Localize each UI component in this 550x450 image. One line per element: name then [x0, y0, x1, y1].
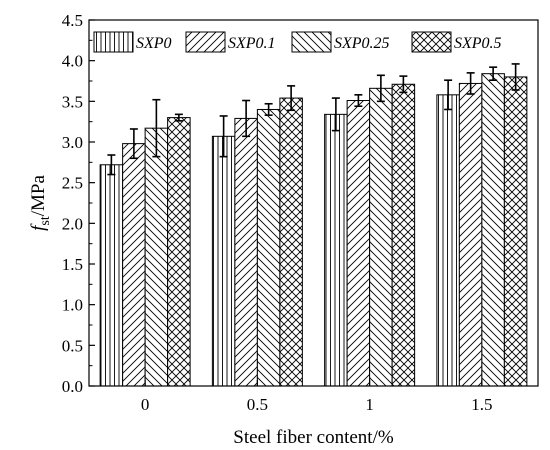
error-bar-SXP0-0.5	[219, 115, 228, 158]
bar-SXP0.5-1	[391, 83, 416, 387]
error-bar-SXP0.25-1	[376, 74, 385, 103]
error-bar-SXP0-1	[331, 97, 340, 132]
bar-SXP0-0	[99, 164, 124, 387]
y-axis: 0.0 0.5 1.0 1.5 2.0 2.5 3.0 3.5 4.0 4.5	[62, 11, 95, 396]
bar-SXP0.25-1.5	[481, 73, 505, 387]
y-tick-label: 3.5	[62, 92, 83, 111]
y-tick-label: 1.5	[62, 255, 83, 274]
y-axis-title: fst/MPa	[28, 175, 53, 231]
error-bar-SXP0.25-0	[152, 98, 161, 158]
y-tick-label: 2.0	[62, 214, 83, 233]
legend-swatch	[93, 31, 134, 53]
y-tick-label: 0.5	[62, 336, 83, 355]
legend-swatch	[411, 31, 452, 53]
y-axis-title-main: f	[28, 223, 49, 231]
bar-SXP0-1	[324, 113, 348, 387]
y-axis-title-unit: /MPa	[28, 175, 49, 217]
error-bar-SXP0.5-0.5	[287, 85, 296, 112]
x-axis-title: Steel fiber content/%	[233, 427, 394, 448]
bar-SXP0.1-0	[122, 143, 146, 387]
error-bar-SXP0.1-0.5	[242, 99, 251, 138]
bar-SXP0.5-0.5	[279, 97, 303, 387]
error-bars-layer	[107, 63, 520, 176]
legend-item-SXP0.5: SXP0.5	[411, 31, 502, 53]
legend-item-SXP0.25: SXP0.25	[291, 31, 390, 53]
error-bar-SXP0.5-1	[399, 75, 408, 94]
x-tick-label: 1.5	[471, 395, 492, 414]
bar-SXP0.25-1	[369, 87, 393, 387]
error-bar-SXP0.5-0	[174, 113, 183, 122]
error-bar-SXP0.1-1.5	[466, 72, 475, 95]
legend-label: SXP0	[136, 35, 172, 52]
error-bar-SXP0-1.5	[444, 79, 453, 111]
x-tick-label: 0.5	[247, 395, 268, 414]
bar-SXP0.5-1.5	[503, 76, 528, 387]
x-tick-label: 0	[141, 395, 150, 414]
bar-SXP0-0.5	[211, 135, 236, 387]
bar-SXP0.1-1	[346, 100, 371, 387]
error-bar-SXP0.5-1.5	[511, 63, 520, 91]
error-bar-SXP0.25-1.5	[489, 66, 498, 81]
y-tick-label: 4.0	[62, 52, 83, 71]
legend-item-SXP0: SXP0	[93, 31, 172, 53]
y-tick-label: 0.0	[62, 377, 83, 396]
legend-label: SXP0.25	[334, 35, 390, 52]
x-tick-label: 1	[365, 395, 374, 414]
y-tick-label: 4.5	[62, 11, 83, 30]
legend-label: SXP0.5	[454, 35, 502, 52]
legend-swatch	[291, 31, 332, 53]
bars-layer	[99, 73, 528, 387]
error-bar-SXP0.1-0	[129, 128, 138, 160]
bar-SXP0.25-0	[144, 127, 169, 387]
bar-SXP0.25-0.5	[256, 108, 281, 387]
error-bar-SXP0-0	[107, 154, 116, 176]
bar-SXP0.1-0.5	[234, 117, 258, 387]
y-axis-title-subscript: st	[38, 216, 53, 225]
bar-SXP0-1.5	[436, 94, 460, 387]
x-axis: 0 0.5 1 1.5	[141, 380, 493, 414]
y-tick-label: 3.0	[62, 133, 83, 152]
error-bar-SXP0.1-1	[354, 94, 363, 108]
legend-item-SXP0.1: SXP0.1	[185, 31, 276, 53]
bar-SXP0.1-1.5	[458, 82, 483, 387]
y-tick-label: 1.0	[62, 296, 83, 315]
bar-SXP0.5-0	[167, 117, 191, 387]
legend-swatch	[185, 31, 226, 53]
legend-label: SXP0.1	[228, 35, 276, 52]
y-tick-label: 2.5	[62, 174, 83, 193]
error-bar-SXP0.25-0.5	[264, 102, 273, 116]
legend: SXP0 SXP0.1 SXP0.25 SXP0.5	[93, 31, 502, 53]
